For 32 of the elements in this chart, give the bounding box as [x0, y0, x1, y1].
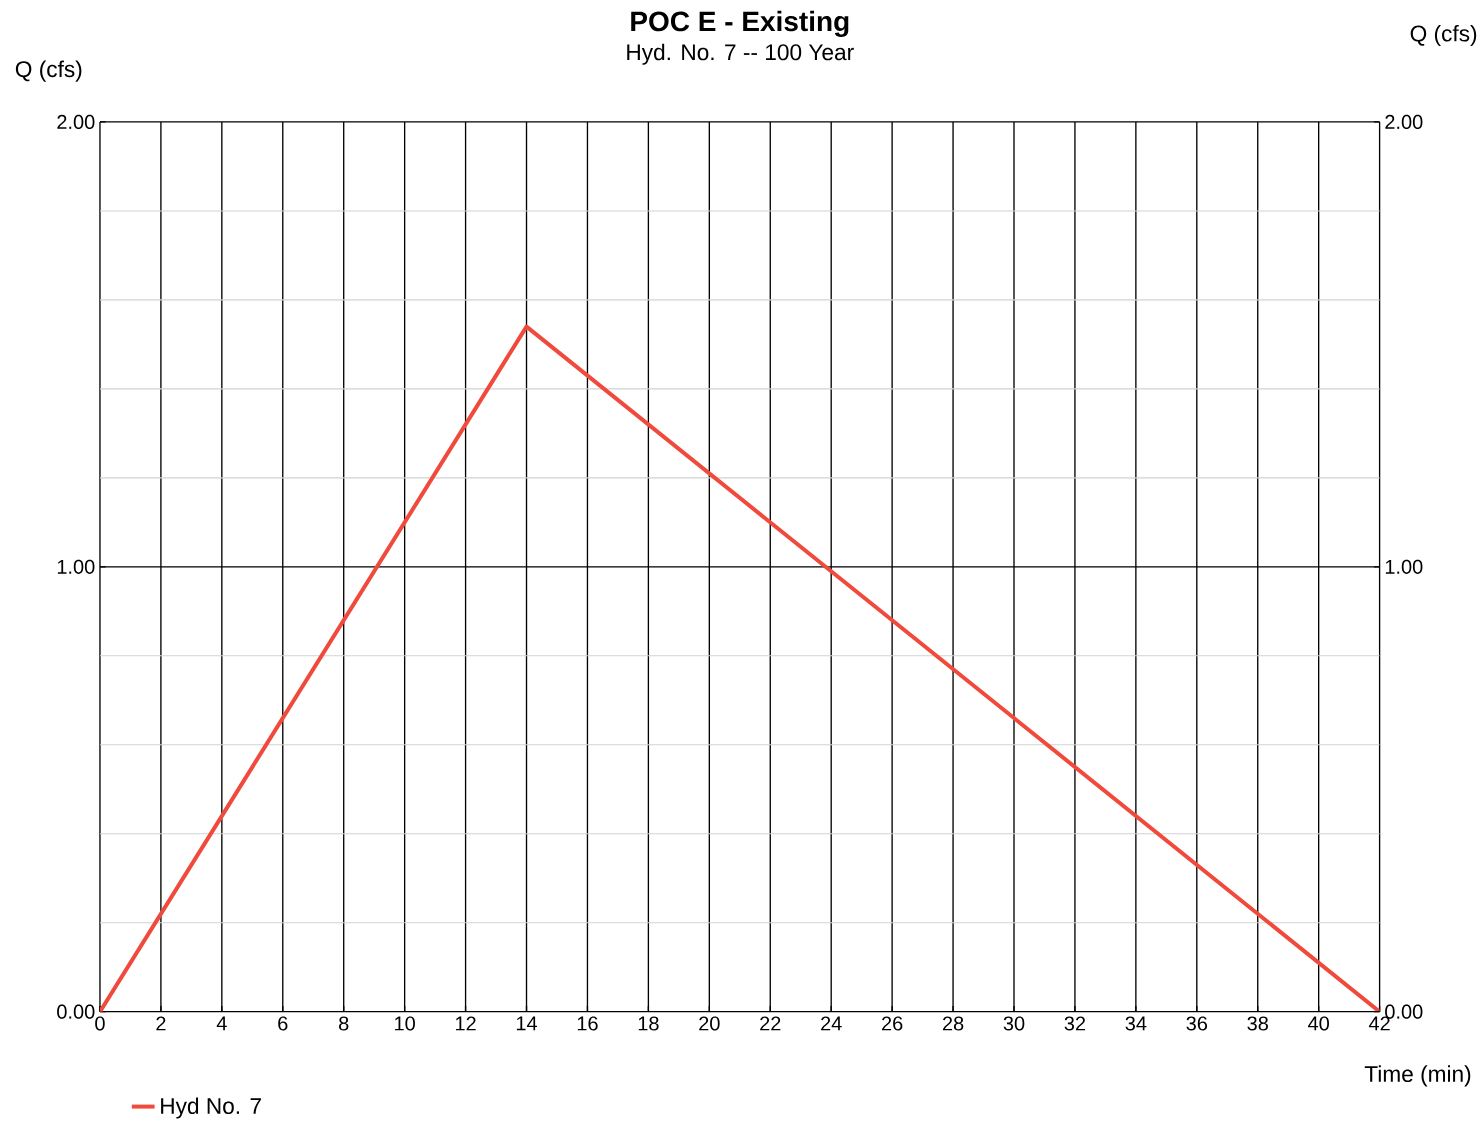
y-tick-label: 1.00 [57, 559, 95, 575]
y2-axis-title: Q (cfs) [1410, 25, 1477, 47]
chart-title: POC E - Existing [631, 10, 849, 38]
x-tick-label: 0 [95, 1016, 105, 1031]
x-tick-label: 28 [942, 1016, 964, 1031]
x-tick-label: 10 [395, 1016, 415, 1031]
x-tick-label: 32 [1064, 1016, 1086, 1031]
x-tick-label: 16 [577, 1016, 598, 1031]
x-tick-label: 2 [156, 1016, 166, 1031]
chart-subtitle: Hyd. No. 7 -- 100 Year [627, 43, 854, 65]
y-tick-label: 0.00 [57, 1004, 95, 1019]
x-tick-label: 12 [455, 1016, 476, 1031]
y-axis-title: Q (cfs) [15, 60, 82, 82]
x-axis-title: Time (min) [1364, 1065, 1471, 1087]
x-tick-label: 24 [821, 1016, 842, 1031]
y2-tick-label: 2.00 [1385, 115, 1423, 130]
x-tick-label: 36 [1186, 1016, 1208, 1031]
x-tick-label: 26 [882, 1016, 903, 1031]
x-tick-label: 20 [699, 1016, 720, 1031]
x-tick-label: 38 [1247, 1016, 1268, 1031]
x-tick-label: 8 [339, 1016, 349, 1031]
x-tick-label: 6 [278, 1016, 288, 1031]
x-tick-label: 4 [216, 1016, 227, 1031]
legend-label: Hyd No. 7 [161, 1097, 261, 1119]
y2-tick-label: 1.00 [1385, 559, 1423, 575]
y-tick-label: 2.00 [57, 115, 95, 130]
x-tick-label: 14 [516, 1016, 538, 1031]
x-tick-label: 22 [760, 1016, 781, 1031]
x-tick-label: 40 [1308, 1016, 1329, 1031]
x-tick-label: 18 [638, 1016, 659, 1031]
x-tick-label: 30 [1003, 1016, 1025, 1031]
x-tick-label: 34 [1125, 1016, 1147, 1031]
